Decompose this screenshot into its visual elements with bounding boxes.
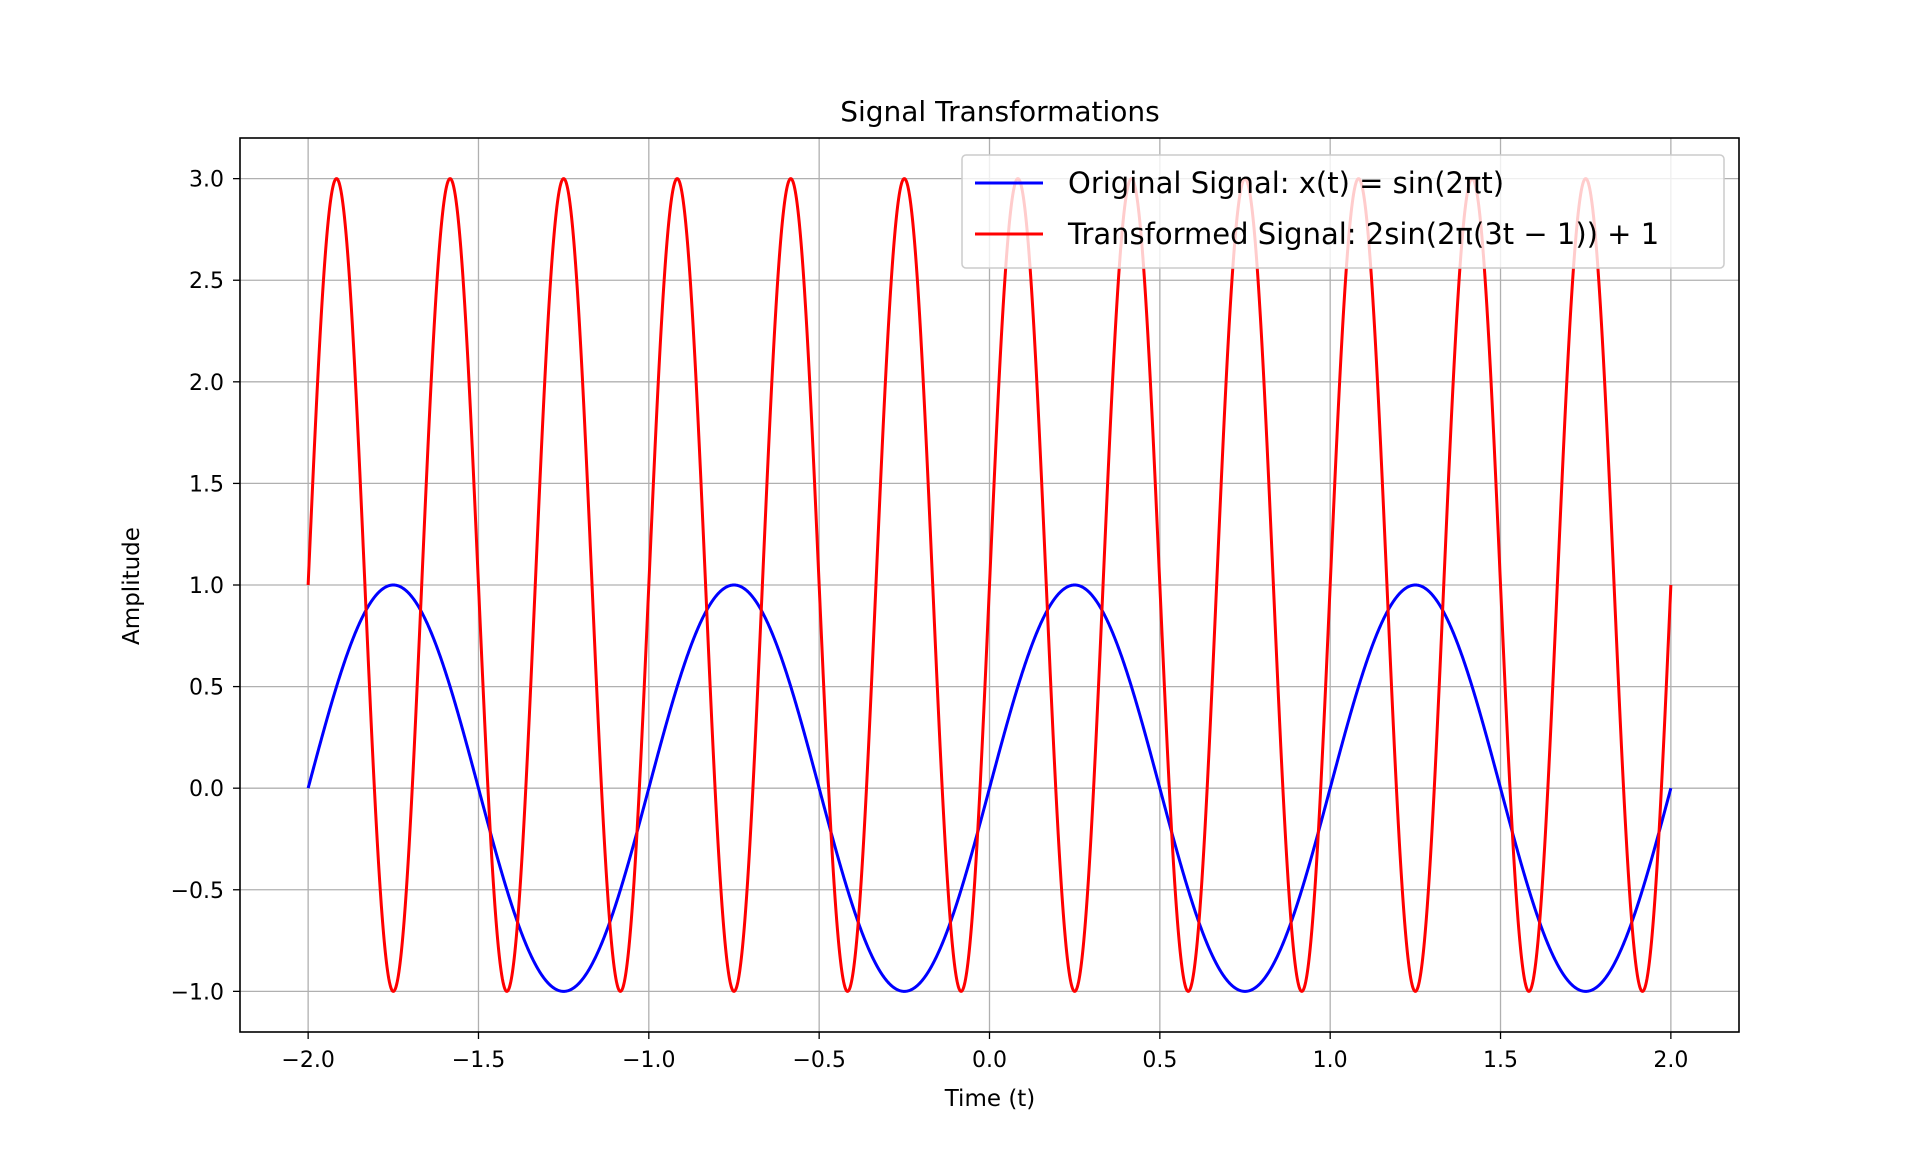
y-tick-label: 2.5 — [189, 269, 224, 294]
x-axis-label: Time (t) — [944, 1086, 1036, 1112]
x-tick-label: −1.5 — [452, 1048, 505, 1073]
legend-label-original: Original Signal: x(t) = sin(2πt) — [1068, 166, 1504, 200]
ticks: −2.0 −1.5 −1.0 −0.5 0.0 0.5 1.0 1.5 2.0 −1.0 −0.5 0… — [171, 168, 1689, 1073]
x-tick-label: 0.5 — [1142, 1048, 1177, 1073]
x-tick-label: 1.0 — [1313, 1048, 1348, 1073]
x-tick-label: −1.0 — [622, 1048, 675, 1073]
y-tick-label: −0.5 — [171, 879, 224, 904]
y-tick-label: −1.0 — [171, 980, 224, 1005]
series-layer — [306, 177, 1673, 993]
y-tick-label: 1.5 — [189, 472, 224, 497]
x-tick-label: 0.0 — [972, 1048, 1007, 1073]
x-tick-label: 2.0 — [1653, 1048, 1688, 1073]
y-axis-label: Amplitude — [119, 527, 145, 645]
x-tick-label: 1.5 — [1483, 1048, 1518, 1073]
y-tick-label: 0.0 — [189, 777, 224, 802]
y-tick-label: 3.0 — [189, 168, 224, 193]
x-tick-label: −2.0 — [281, 1048, 334, 1073]
series-line-transformed — [306, 177, 1673, 993]
y-tick-label: 0.5 — [189, 676, 224, 701]
legend: Original Signal: x(t) = sin(2πt) Transfo… — [961, 154, 1725, 269]
chart-title: Signal Transformations — [840, 95, 1160, 128]
legend-label-transformed: Transformed Signal: 2sin(2π(3t − 1)) + 1 — [1067, 217, 1659, 251]
y-tick-label: 1.0 — [189, 574, 224, 599]
y-tick-label: 2.0 — [189, 371, 224, 396]
legend-box — [961, 154, 1725, 269]
x-tick-label: −0.5 — [792, 1048, 845, 1073]
